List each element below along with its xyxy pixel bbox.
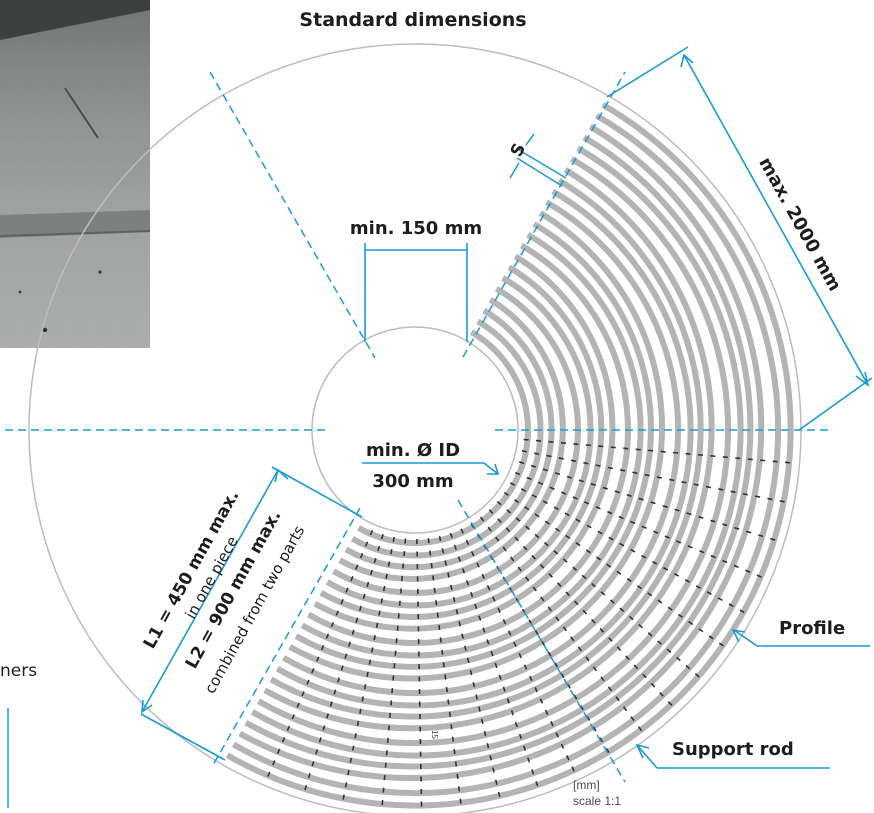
grating-bar [257, 156, 731, 747]
support-rod [449, 532, 540, 790]
grating-bar [344, 307, 555, 571]
grating-bar [313, 253, 616, 632]
support-rod [518, 461, 779, 542]
center-lines [5, 71, 830, 783]
inner-diameter-dimension [362, 462, 500, 475]
min-id-label-line2: 300 mm [372, 471, 453, 492]
support-rod [521, 450, 789, 504]
support-rod [427, 538, 463, 808]
support-rod [523, 438, 794, 464]
support-rod [509, 482, 748, 615]
support-rod [503, 491, 727, 649]
grating-bar [300, 232, 644, 659]
inset-photo [0, 0, 150, 348]
support-rod-label: Support rod [672, 739, 794, 760]
min-gap-label: min. 150 mm [350, 218, 482, 239]
grating-bar [294, 221, 654, 670]
sector-line-lower-right [457, 499, 626, 783]
support-rod [265, 529, 374, 781]
grating-bar [338, 297, 566, 582]
scale-tick-label: 15 [430, 730, 439, 739]
grating-bar [238, 123, 765, 781]
gap-dimension [364, 243, 468, 342]
max-length-dimension [606, 46, 873, 431]
cropped-text: ners [0, 661, 37, 681]
support-rod-callout-leader [635, 743, 830, 769]
grating-bar [225, 102, 794, 809]
inner-diameter-circle [311, 326, 519, 534]
grating-bar [244, 134, 754, 770]
support-rod [460, 528, 577, 775]
l1-label: L1 = 450 mm max. [140, 487, 244, 652]
support-rod [488, 509, 675, 709]
grating-bar [357, 329, 531, 547]
sector-line-lower-left [212, 507, 361, 766]
grating-bar [350, 318, 544, 559]
grating-bar [275, 188, 694, 709]
grating-bar [269, 178, 704, 720]
grating-bar [319, 264, 605, 620]
support-rod [416, 538, 423, 810]
sector-line-upper-left [209, 71, 376, 359]
grating-bars [225, 102, 794, 809]
profile-label: Profile [779, 618, 845, 639]
grating-bar [325, 275, 594, 609]
support-rod [470, 522, 612, 757]
grating-bar [288, 210, 665, 682]
support-rod [381, 538, 407, 809]
grating-bar [232, 113, 782, 797]
support-rod [341, 536, 395, 804]
grating-bar [307, 242, 631, 646]
grating-bar [263, 167, 715, 732]
bar-spacing-dimension [509, 133, 567, 187]
diagram-title: Standard dimensions [299, 9, 526, 31]
support-rods [265, 438, 794, 810]
sector-line-upper-right [462, 71, 626, 358]
support-rod [303, 533, 384, 794]
support-rod [479, 516, 645, 734]
grating-bar [282, 199, 681, 696]
grating-bar [250, 145, 744, 759]
profile-callout-leader [731, 628, 870, 647]
segment-length-dimension [140, 466, 363, 761]
support-rod [438, 536, 502, 801]
unit-label: [mm] [573, 778, 600, 792]
grating-bar [332, 286, 581, 597]
support-rod [514, 471, 766, 580]
support-rod [496, 500, 703, 680]
scale-label: scale 1:1 [573, 794, 621, 808]
min-id-label-line1: min. Ø ID [366, 440, 460, 461]
